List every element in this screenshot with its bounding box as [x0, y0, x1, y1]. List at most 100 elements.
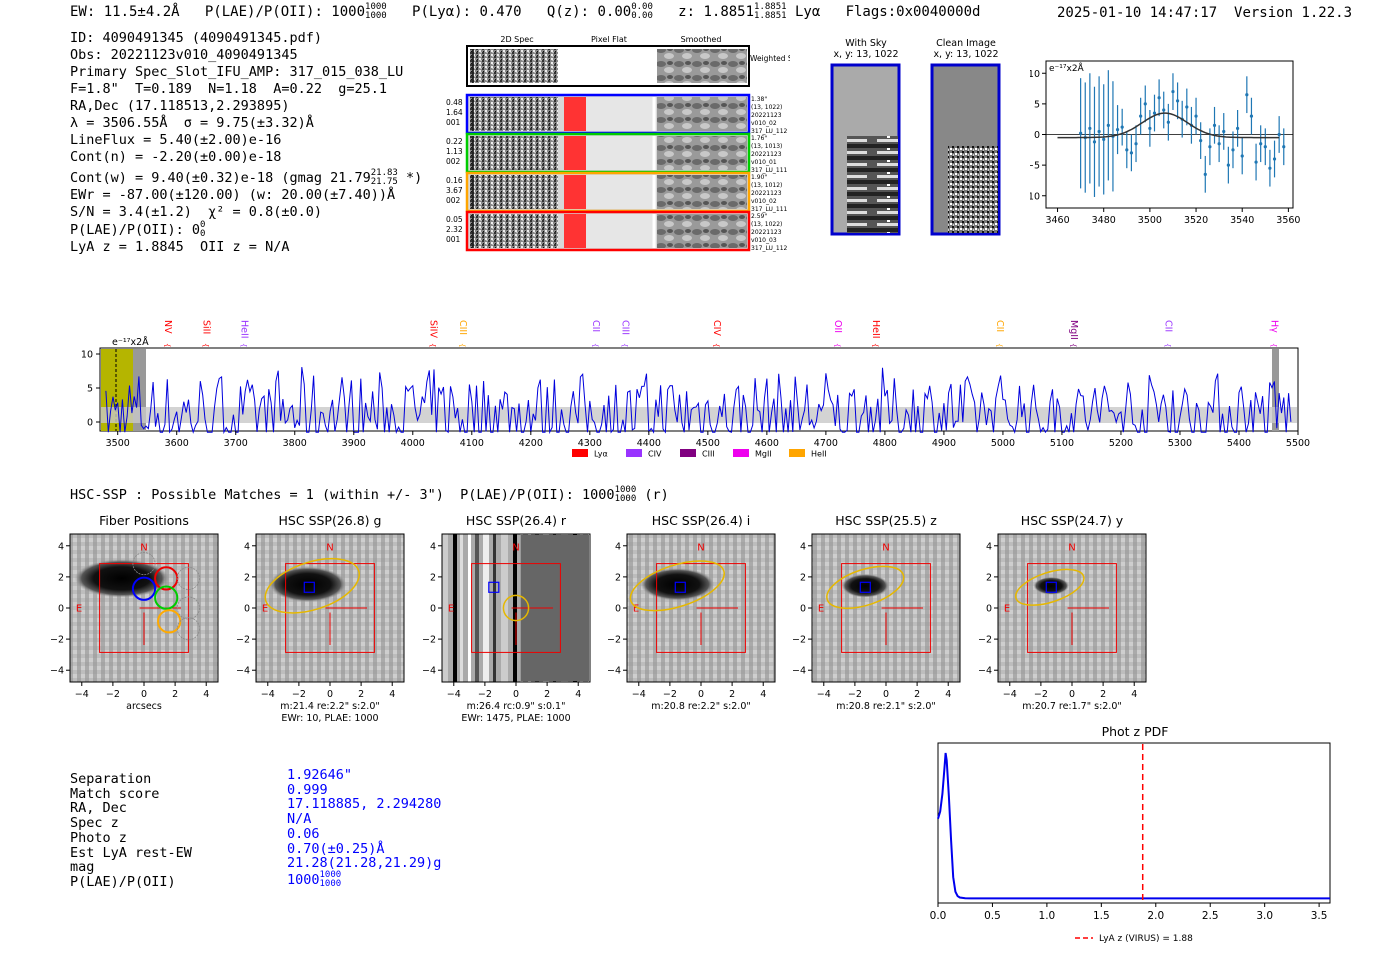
flat-red-column	[564, 214, 586, 248]
fiber-right-label: v010_02	[751, 198, 777, 205]
spec-cutouts-panel: 2D Spec Pixel Flat Smoothed Weighted Sum…	[446, 35, 790, 252]
flat-red-column	[564, 175, 586, 209]
flat-red-column	[564, 136, 586, 170]
fiber-left-label: 001	[446, 235, 461, 244]
imaging-ytick: 4	[986, 541, 992, 552]
spectral-line-label: OII	[832, 320, 843, 333]
imaging-panel-4: HSC SSP(26.4) i N E −4 −2 0 2 4 4 2 0 −2 −4 m:20.8 re…	[607, 513, 776, 712]
spectrum-xtick: 3800	[283, 438, 307, 449]
aperture-ellipse	[264, 557, 361, 614]
imaging-title: HSC SSP(24.7) y	[1021, 513, 1124, 528]
north-label: N	[882, 542, 889, 553]
spectrum-xtick: 4200	[519, 438, 543, 449]
imaging-ytick: −4	[422, 666, 436, 677]
galaxy-blob	[841, 573, 889, 598]
photz-title: Phot z PDF	[1102, 724, 1169, 739]
imaging-ytick: −2	[50, 635, 64, 646]
imaging-ytick: −4	[792, 666, 806, 677]
header-line: Lyα	[794, 4, 821, 20]
east-label: E	[818, 604, 824, 615]
imaging-ytick: 2	[430, 572, 436, 583]
aperture-box	[859, 581, 871, 593]
fiber-right-label: (13, 1022)	[751, 221, 782, 228]
aperture-box	[674, 581, 686, 593]
imaging-xtick: −2	[1034, 689, 1048, 700]
detail-label: mag	[70, 859, 95, 876]
imaging-ytick: 4	[244, 541, 250, 552]
spectral-line-label: CII	[994, 320, 1005, 332]
imaging-caption: arcsecs	[126, 701, 162, 712]
detail-value: 17.118885, 2.294280	[287, 796, 442, 813]
zoom-point	[1148, 126, 1152, 130]
photz-xtick: 2.0	[1147, 910, 1164, 922]
imaging-caption: m:20.7 re:1.7" s:2.0"	[1022, 701, 1122, 712]
zoom-fit-curve	[1057, 112, 1280, 139]
info-primary: Primary Spec_Slot_IFU_AMP: 317_015_038_L…	[70, 64, 404, 80]
legend-label: MgII	[755, 450, 772, 459]
spectrum-xtick: 4000	[401, 438, 425, 449]
imaging-xtick: 2	[358, 689, 364, 700]
zoom-point	[1245, 93, 1249, 97]
header-z: z: 1.8851	[678, 4, 755, 20]
fiber-right-label: v010_01	[751, 159, 777, 166]
zoom-point	[1139, 114, 1143, 118]
zoom-point	[1194, 114, 1198, 118]
imaging-xtick: −4	[447, 689, 461, 700]
galaxy-blob	[74, 559, 170, 598]
north-label: N	[326, 542, 333, 553]
zoom-xtick: 3460	[1045, 215, 1069, 226]
imaging-caption: m:26.4 rc:0.9" s:0.1"	[467, 701, 566, 712]
zoom-point	[1134, 142, 1138, 146]
zoom-point	[1272, 157, 1277, 161]
fiber-circle	[176, 596, 200, 620]
imaging-title: HSC SSP(26.4) i	[652, 513, 750, 528]
aperture-ellipse	[629, 560, 725, 612]
fiber-circle	[176, 617, 200, 641]
detail-value: 0.06	[287, 825, 320, 842]
east-label: E	[633, 604, 639, 615]
match-details-values: 1.92646" 0.999 17.118885, 2.294280 N/A 0.06 0…	[287, 768, 441, 889]
zoom-point	[1282, 145, 1286, 149]
spectrum-ytick: 0	[87, 418, 93, 429]
svg-text:{: {	[591, 343, 599, 347]
fiber-right-label: 1.38"	[751, 96, 767, 103]
weighted-sum-label: Weighted Sum	[750, 54, 790, 63]
info-lambda: λ = 3506.55Å σ = 9.75(±3.32)Å	[70, 115, 314, 131]
header-qz: Q(z): 0.00	[546, 4, 632, 20]
info-ewr: EWr = -87.00(±120.00) (w: 20.00(±7.40))Å	[70, 187, 396, 203]
imaging-caption-2: EWr: 10, PLAE: 1000	[281, 713, 378, 724]
info-radec: RA,Dec (17.118513,2.293895)	[70, 98, 290, 114]
header-timestamp: 2025-01-10 14:47:17 Version 1.22.3	[1057, 5, 1353, 21]
aperture-box	[303, 581, 315, 593]
imaging-xtick: 2	[544, 689, 550, 700]
zoom-point	[1092, 140, 1097, 144]
spectrum-xtick: 5300	[1168, 438, 1192, 449]
photz-series	[937, 752, 1330, 900]
detail-label: Match score	[70, 785, 160, 802]
info-lyaz: LyA z = 1.8845 OII z = N/A	[70, 239, 290, 255]
imaging-xtick: −4	[261, 689, 275, 700]
zoom-point	[1240, 154, 1244, 158]
header-summary: EW: 11.5±4.2Å P(LAE)/P(OII): 1000 1000 100…	[70, 2, 981, 21]
detail-value: 21.28(21.28,21.29)g	[287, 855, 442, 872]
search-box	[471, 563, 561, 653]
spectrum-scale-label: e⁻¹⁷x2Å	[112, 336, 149, 348]
imaging-panel-3: HSC SSP(26.4) r N E −4 −2 0 2 4 4 2 0 −2 −4 m:26.4 rc…	[422, 513, 591, 724]
zoom-point	[1152, 111, 1157, 115]
detail-label: RA, Dec	[70, 800, 127, 817]
imaging-ytick: 2	[244, 572, 250, 583]
zoom-point	[1212, 123, 1217, 127]
legend-swatch	[626, 449, 642, 457]
fiber-right-label: (13, 1012)	[751, 182, 782, 189]
fiber-right-label: 317_LU_111	[751, 206, 788, 213]
col-pixel-flat: Pixel Flat	[591, 35, 627, 44]
svg-text:{: {	[1069, 343, 1077, 347]
fiber-right-label: 20221123	[751, 229, 782, 236]
header-plya: P(Lyα): 0.470	[412, 4, 522, 20]
east-label: E	[262, 604, 268, 615]
legend-label: HeII	[811, 450, 827, 459]
imaging-ytick: −4	[607, 666, 621, 677]
fiber-right-label: 2.59"	[751, 213, 767, 220]
header-ew: EW: 11.5±4.2Å	[70, 4, 180, 20]
